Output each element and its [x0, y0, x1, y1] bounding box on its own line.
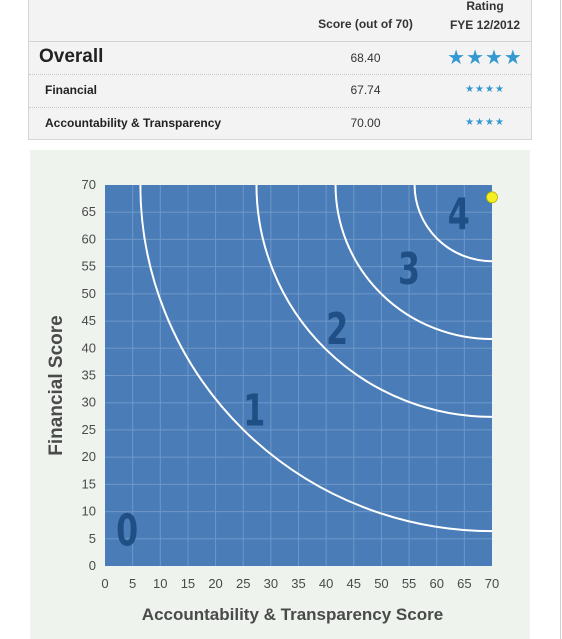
row-score: 67.74	[350, 83, 381, 97]
x-tick-label: 45	[347, 576, 361, 591]
y-tick-label: 0	[89, 558, 96, 573]
x-tick-label: 40	[319, 576, 333, 591]
star-rating-icon: ★★★★	[465, 117, 505, 128]
y-tick-label: 10	[82, 504, 96, 519]
table-row-overall: Overall 68.40 ★★★★	[29, 42, 531, 75]
y-tick-label: 20	[82, 449, 96, 464]
score-chart: 0123400551010151520202525303035354040454…	[46, 177, 499, 624]
x-tick-label: 20	[208, 576, 222, 591]
x-axis-title: Accountability & Transparency Score	[142, 605, 443, 624]
y-tick-label: 25	[82, 422, 96, 437]
chart-panel: 0 1 2 3 4 0 0 5 5 10 10 15 15 20 20 25 25 30 30 35 35 40 40 45 4…	[30, 150, 530, 639]
star-rating-icon: ★★★★	[465, 84, 505, 95]
y-axis-title: Financial Score	[46, 315, 67, 455]
table-header: Score (out of 70) Rating FYE 12/2012	[29, 0, 531, 42]
y-tick-label: 70	[82, 177, 96, 192]
zone-label: 0	[116, 505, 138, 557]
x-tick-label: 65	[457, 576, 471, 591]
score-table: Score (out of 70) Rating FYE 12/2012 Ove…	[28, 0, 532, 140]
zone-label: 3	[398, 244, 420, 296]
y-tick-label: 55	[82, 259, 96, 274]
x-tick-label: 60	[429, 576, 443, 591]
rating-column-header: Rating FYE 12/2012	[439, 0, 531, 35]
row-score: 68.40	[350, 51, 381, 65]
x-tick-label: 30	[264, 576, 278, 591]
star-rating-icon: ★★★★	[447, 47, 523, 69]
row-label: Accountability & Transparency	[45, 116, 222, 130]
y-tick-label: 5	[89, 531, 96, 546]
x-tick-label: 55	[402, 576, 416, 591]
zone-label: 2	[326, 304, 348, 356]
y-tick-label: 30	[82, 395, 96, 410]
rating-header-line1: Rating	[466, 0, 504, 13]
row-label: Overall	[39, 46, 104, 67]
x-tick-label: 5	[129, 576, 136, 591]
y-tick-label: 40	[82, 340, 96, 355]
x-tick-label: 25	[236, 576, 250, 591]
y-tick-label: 15	[82, 476, 96, 491]
x-tick-label: 15	[181, 576, 195, 591]
score-column-header: Score (out of 70)	[318, 17, 413, 31]
x-tick-label: 10	[153, 576, 167, 591]
y-tick-label: 50	[82, 286, 96, 301]
zone-label: 4	[448, 190, 470, 242]
x-tick-label: 0	[101, 576, 108, 591]
x-tick-label: 50	[374, 576, 388, 591]
row-label: Financial	[45, 83, 98, 97]
table-row-financial: Financial 67.74 ★★★★	[29, 75, 531, 108]
x-tick-label: 35	[291, 576, 305, 591]
row-score: 70.00	[350, 116, 381, 130]
y-tick-label: 45	[82, 313, 96, 328]
x-tick-label: 70	[485, 576, 499, 591]
table-row-accountability: Accountability & Transparency 70.00 ★★★★	[29, 108, 531, 139]
y-tick-label: 60	[82, 231, 96, 246]
rating-header-line2: FYE 12/2012	[449, 18, 521, 32]
y-tick-label: 35	[82, 368, 96, 383]
zone-label: 1	[243, 385, 265, 437]
page-divider	[560, 0, 561, 639]
data-point	[486, 191, 498, 204]
y-tick-label: 65	[82, 204, 96, 219]
